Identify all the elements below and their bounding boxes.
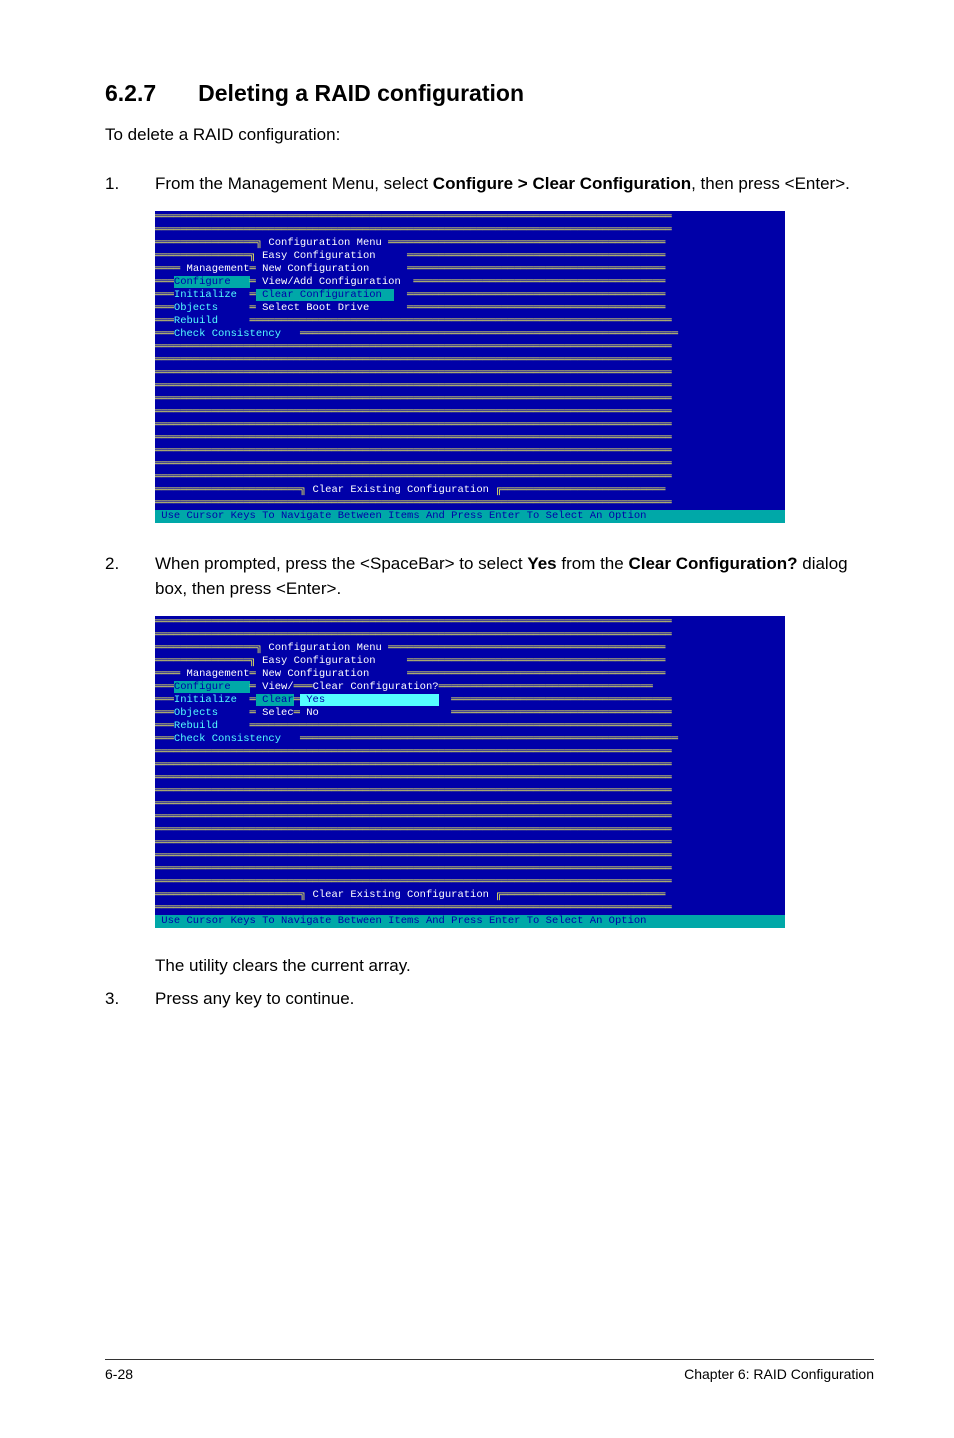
chapter-label: Chapter 6: RAID Configuration: [684, 1366, 874, 1382]
after-utility-text: The utility clears the current array.: [155, 956, 874, 976]
step-1-text: From the Management Menu, select Configu…: [155, 171, 874, 197]
step-3: 3. Press any key to continue.: [105, 986, 874, 1012]
step-2-num: 2.: [105, 551, 155, 602]
intro-text: To delete a RAID configuration:: [105, 125, 874, 145]
section-heading: 6.2.7 Deleting a RAID configuration: [105, 80, 874, 107]
step-3-num: 3.: [105, 986, 155, 1012]
step-1-num: 1.: [105, 171, 155, 197]
bios-screen-1: ════════════════════════════════════════…: [155, 211, 785, 523]
section-number: 6.2.7: [105, 80, 156, 107]
page-footer: 6-28 Chapter 6: RAID Configuration: [105, 1359, 874, 1382]
bios2-status: Use Cursor Keys To Navigate Between Item…: [155, 915, 785, 928]
bios1-status: Use Cursor Keys To Navigate Between Item…: [155, 510, 785, 523]
bios-screenshot-2: ════════════════════════════════════════…: [155, 616, 874, 928]
step-3-text: Press any key to continue.: [155, 986, 874, 1012]
page-number: 6-28: [105, 1366, 133, 1382]
bios-screen-2: ════════════════════════════════════════…: [155, 616, 785, 928]
bios-screenshot-1: ════════════════════════════════════════…: [155, 211, 874, 523]
section-title: Deleting a RAID configuration: [198, 80, 524, 106]
step-2-text: When prompted, press the <SpaceBar> to s…: [155, 551, 874, 602]
step-2: 2. When prompted, press the <SpaceBar> t…: [105, 551, 874, 602]
step-1: 1. From the Management Menu, select Conf…: [105, 171, 874, 197]
